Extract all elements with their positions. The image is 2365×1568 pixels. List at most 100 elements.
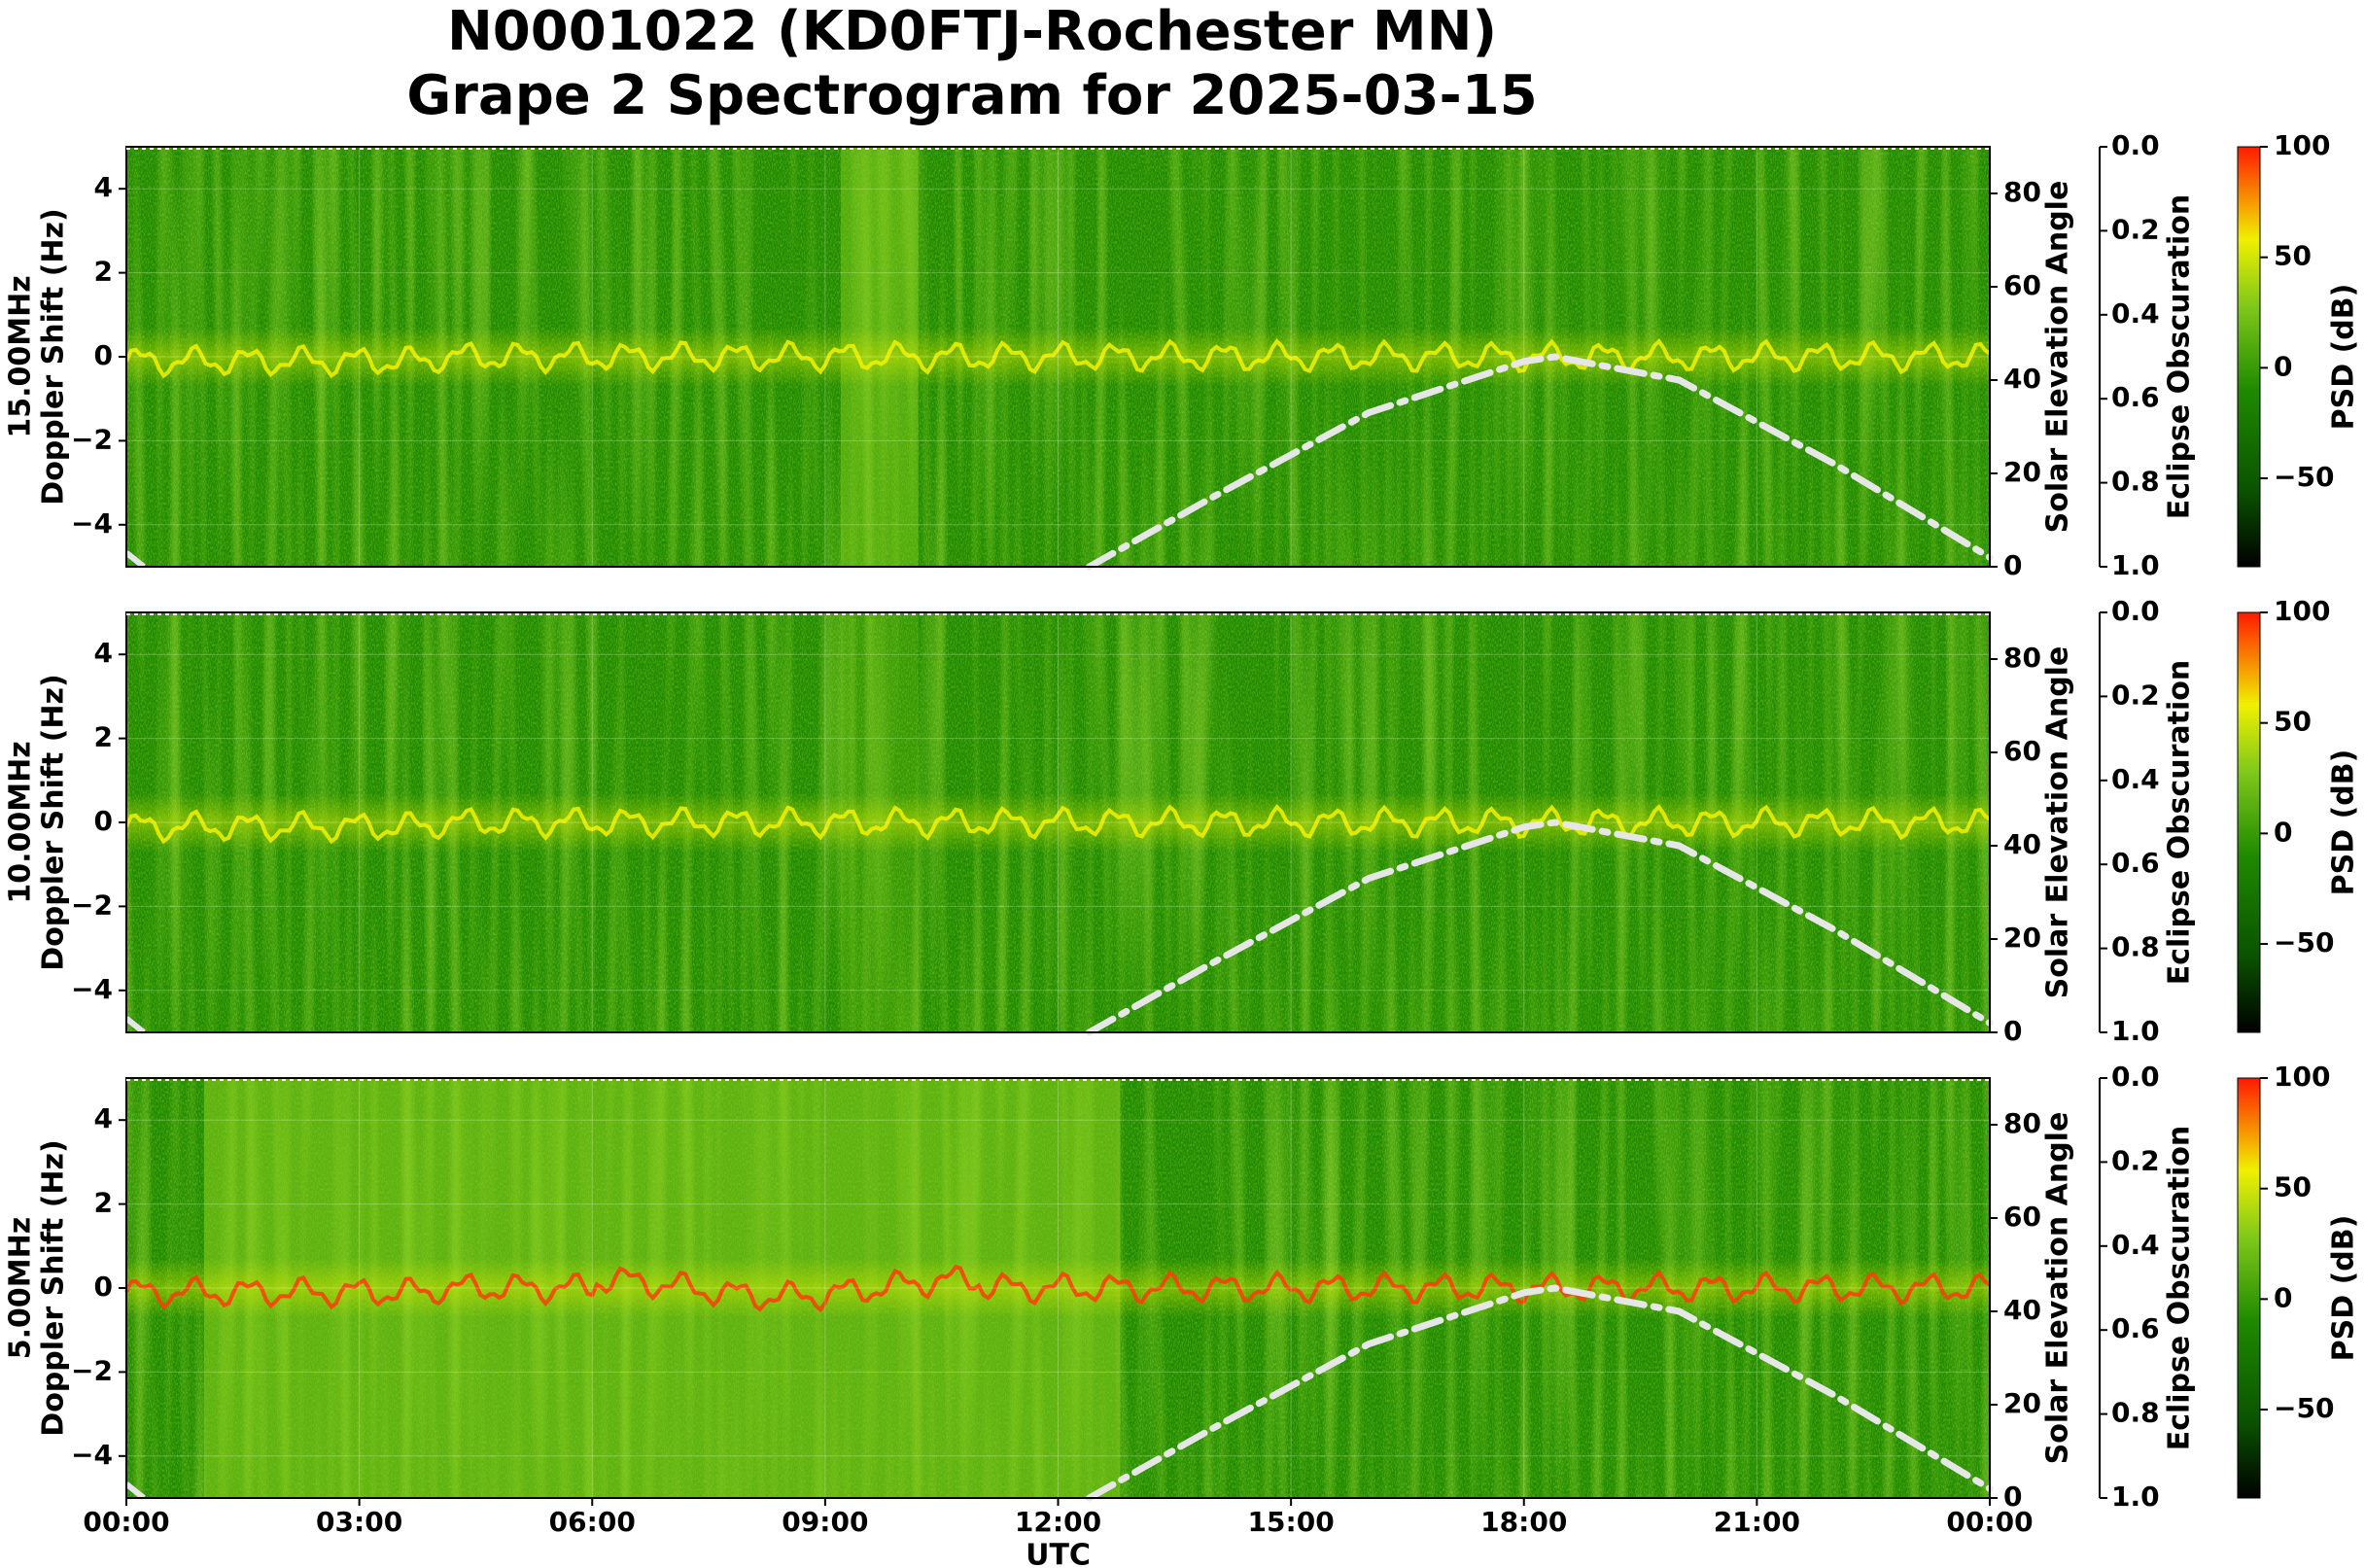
doppler-trace [124, 1265, 1992, 1313]
colorbar [2237, 611, 2261, 1033]
solar-elevation-label: Solar Elevation Angle [2041, 1112, 2075, 1465]
right-tick-label: 60 [2003, 269, 2041, 301]
right-tick-label: 20 [2003, 1387, 2041, 1419]
xtick-label: 12:00 [1015, 1506, 1101, 1538]
xtick-label: 00:00 [1946, 1506, 2033, 1538]
colorbar-tick-label: 50 [2274, 240, 2312, 272]
ytick-label: −4 [71, 973, 113, 1005]
ytick-label: 4 [94, 1102, 113, 1134]
doppler-trace [124, 803, 1992, 845]
obscuration-tick-label: 1.0 [2111, 1481, 2160, 1513]
right-tick-label: 60 [2003, 1201, 2041, 1233]
title-line-1: N0001022 (KD0FTJ-Rochester MN) [446, 0, 1498, 63]
ytick-label: 0 [94, 805, 113, 837]
right-tick-label: 80 [2003, 1107, 2041, 1139]
colorbar-tick-label: 100 [2274, 1061, 2330, 1093]
colorbar-tick-label: 100 [2274, 595, 2330, 627]
right-tick-label: 60 [2003, 735, 2041, 767]
colorbar-tick-label: 0 [2274, 816, 2292, 848]
obscuration-tick-label: 0.0 [2111, 595, 2160, 627]
right-tick-label: 80 [2003, 642, 2041, 674]
right-tick-label: 20 [2003, 922, 2041, 954]
obscuration-tick-label: 0.2 [2111, 1144, 2160, 1176]
doppler-band-glow [126, 792, 1990, 853]
obscuration-tick-label: 0.2 [2111, 679, 2160, 711]
ytick-label: −2 [71, 1354, 113, 1386]
colorbar-tick-label: 50 [2274, 706, 2312, 738]
xtick-label: 09:00 [782, 1506, 868, 1538]
obscuration-tick-label: 0.0 [2111, 1061, 2160, 1093]
solar-elevation-curve [1086, 353, 1994, 571]
y-axis-label: Doppler Shift (Hz) [37, 1139, 71, 1436]
doppler-band-glow [126, 327, 1990, 387]
colorbar-tick-label: 100 [2274, 129, 2330, 161]
frequency-label: 15.00MHz [4, 275, 38, 437]
right-tick-label: 40 [2003, 828, 2041, 860]
doppler-trace [124, 337, 1992, 379]
colorbar-tick-label: 0 [2274, 1281, 2292, 1313]
y-axis-label: Doppler Shift (Hz) [37, 674, 71, 970]
colorbar-tick-label: −50 [2274, 1392, 2334, 1424]
solar-elevation-curve-start [124, 550, 146, 570]
xtick-label: 18:00 [1480, 1506, 1567, 1538]
chart-title: N0001022 (KD0FTJ-Rochester MN) Grape 2 S… [0, 0, 1944, 128]
colorbar [2237, 146, 2261, 568]
xtick-label: 00:00 [83, 1506, 169, 1538]
colorbar-tick-label: −50 [2274, 461, 2334, 493]
xtick-label: 21:00 [1714, 1506, 1800, 1538]
ytick-label: −2 [71, 423, 113, 455]
obscuration-tick-label: 0.4 [2111, 763, 2160, 795]
obscuration-tick-label: 0.6 [2111, 1312, 2160, 1344]
ytick-label: −2 [71, 889, 113, 921]
ytick-label: 2 [94, 1187, 113, 1219]
ytick-label: 0 [94, 1271, 113, 1303]
x-axis-label: UTC [1026, 1539, 1091, 1568]
solar-elevation-label: Solar Elevation Angle [2041, 181, 2075, 534]
doppler-band-glow [126, 1258, 1990, 1318]
xtick-label: 06:00 [549, 1506, 636, 1538]
colorbar [2237, 1077, 2261, 1499]
right-tick-label: 0 [2003, 549, 2022, 581]
obscuration-tick-label: 0.0 [2111, 129, 2160, 161]
solar-elevation-curve-start [124, 1481, 146, 1501]
ytick-label: 4 [94, 171, 113, 203]
obscuration-tick-label: 0.4 [2111, 297, 2160, 330]
ytick-label: 2 [94, 721, 113, 753]
right-tick-label: 20 [2003, 456, 2041, 488]
solar-elevation-label: Solar Elevation Angle [2041, 646, 2075, 999]
xtick-label: 15:00 [1248, 1506, 1335, 1538]
obscuration-tick-label: 0.2 [2111, 213, 2160, 245]
ytick-label: 4 [94, 637, 113, 669]
solar-elevation-curve-start [124, 1016, 146, 1035]
obscuration-label: Eclipse Obscuration [2163, 1126, 2197, 1451]
obscuration-label: Eclipse Obscuration [2163, 194, 2197, 520]
colorbar-label: PSD (dB) [2327, 1215, 2361, 1362]
obscuration-label: Eclipse Obscuration [2163, 660, 2197, 986]
title-line-2: Grape 2 Spectrogram for 2025-03-15 [406, 64, 1538, 127]
obscuration-tick-label: 0.8 [2111, 1397, 2160, 1429]
right-tick-label: 0 [2003, 1015, 2022, 1047]
colorbar-label: PSD (dB) [2327, 749, 2361, 896]
obscuration-tick-label: 1.0 [2111, 1015, 2160, 1047]
right-tick-label: 80 [2003, 176, 2041, 208]
obscuration-tick-label: 0.8 [2111, 931, 2160, 963]
solar-elevation-curve [1086, 1284, 1994, 1502]
obscuration-tick-label: 0.6 [2111, 847, 2160, 879]
right-tick-label: 0 [2003, 1481, 2022, 1513]
frequency-label: 10.00MHz [4, 741, 38, 903]
colorbar-label: PSD (dB) [2327, 284, 2361, 431]
ytick-label: −4 [71, 1439, 113, 1471]
colorbar-tick-label: 0 [2274, 350, 2292, 382]
right-tick-label: 40 [2003, 363, 2041, 395]
ytick-label: 2 [94, 256, 113, 288]
obscuration-tick-label: 0.8 [2111, 466, 2160, 498]
ytick-label: 0 [94, 339, 113, 371]
y-axis-label: Doppler Shift (Hz) [37, 208, 71, 505]
colorbar-tick-label: −50 [2274, 926, 2334, 958]
obscuration-tick-label: 1.0 [2111, 549, 2160, 581]
solar-elevation-curve [1086, 819, 1994, 1036]
